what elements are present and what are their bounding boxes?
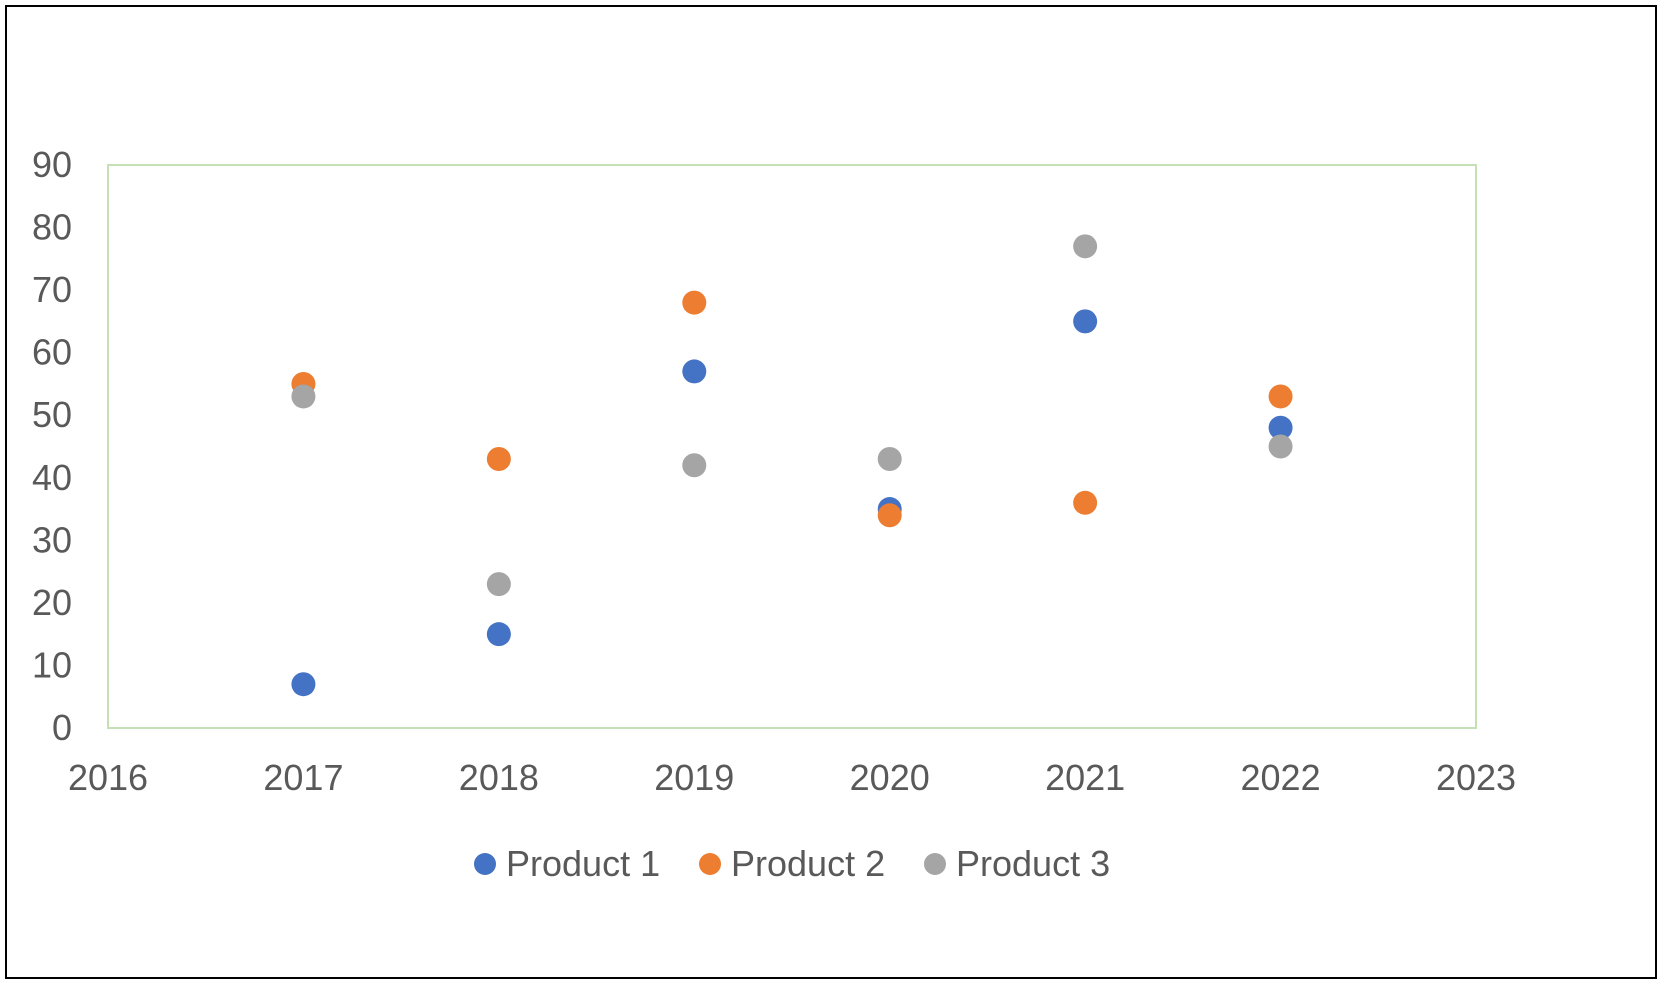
data-point	[682, 290, 707, 315]
x-tick-label: 2023	[1436, 757, 1516, 798]
data-point	[1073, 309, 1098, 334]
data-point	[1268, 384, 1293, 409]
series-2	[291, 290, 1293, 528]
series-3	[291, 234, 1293, 597]
y-tick-label: 40	[32, 457, 72, 498]
legend-marker	[924, 853, 946, 875]
x-tick-label: 2017	[263, 757, 343, 798]
legend-label: Product 2	[731, 843, 885, 884]
data-point	[1073, 490, 1098, 515]
x-tick-label: 2021	[1045, 757, 1125, 798]
data-point	[486, 447, 511, 472]
plot-area	[107, 164, 1477, 729]
legend-item-1: Product 1	[474, 843, 660, 884]
data-point	[291, 384, 316, 409]
x-axis-tick-labels: 2016 2017 2018 2019 2020 2021 2022 2023	[68, 757, 1516, 798]
y-tick-label: 10	[32, 644, 72, 685]
y-tick-label: 50	[32, 394, 72, 435]
y-tick-label: 30	[32, 519, 72, 560]
legend: Product 1 Product 2 Product 3	[474, 843, 1110, 884]
legend-label: Product 1	[506, 843, 660, 884]
series-1	[291, 309, 1293, 697]
data-point	[1073, 234, 1098, 259]
y-tick-label: 70	[32, 269, 72, 310]
data-point	[877, 447, 902, 472]
x-tick-label: 2018	[459, 757, 539, 798]
data-point	[682, 453, 707, 478]
data-point	[291, 672, 316, 697]
data-points	[291, 234, 1293, 697]
legend-marker	[699, 853, 721, 875]
x-tick-label: 2020	[850, 757, 930, 798]
y-tick-label: 80	[32, 207, 72, 248]
y-tick-label: 60	[32, 332, 72, 373]
data-point	[486, 572, 511, 597]
chart-frame	[5, 5, 1657, 979]
y-axis-tick-labels: 0 10 20 30 40 50 60 70 80 90	[32, 144, 72, 748]
y-tick-label: 20	[32, 582, 72, 623]
data-point	[682, 359, 707, 384]
data-point	[877, 503, 902, 528]
x-tick-label: 2022	[1241, 757, 1321, 798]
legend-item-2: Product 2	[699, 843, 885, 884]
legend-item-3: Product 3	[924, 843, 1110, 884]
x-tick-label: 2016	[68, 757, 148, 798]
data-point	[486, 622, 511, 647]
x-tick-label: 2019	[654, 757, 734, 798]
data-point	[1268, 434, 1293, 459]
legend-marker	[474, 853, 496, 875]
y-tick-label: 0	[52, 707, 72, 748]
legend-label: Product 3	[956, 843, 1110, 884]
y-tick-label: 90	[32, 144, 72, 185]
data-point	[1268, 415, 1293, 440]
